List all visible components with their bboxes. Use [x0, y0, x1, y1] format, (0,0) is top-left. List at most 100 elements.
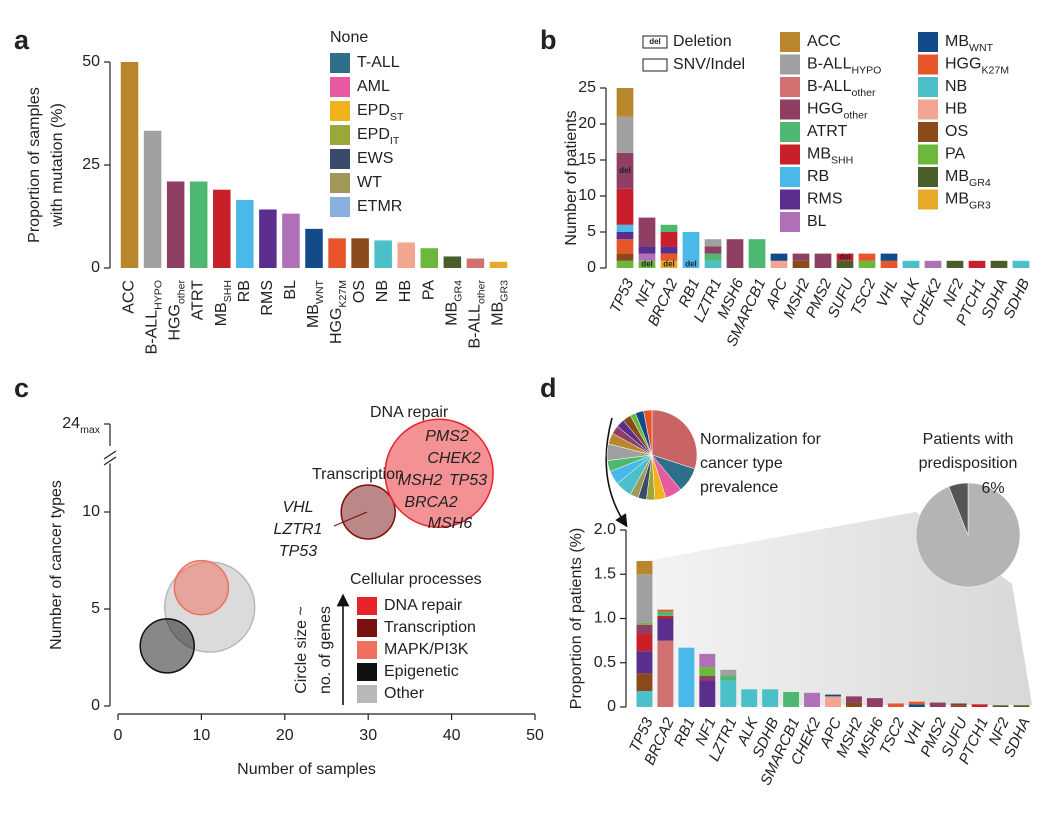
x-tick-label-main: HGG [167, 304, 184, 340]
x-tick-label: OS [351, 280, 368, 303]
legend-label-sub: K27M [981, 64, 1009, 76]
x-tick-label: 10 [193, 727, 211, 744]
bar-segment [950, 705, 967, 707]
legend-swatch [330, 125, 350, 145]
bar [189, 181, 208, 268]
pie-title: cancer type [700, 455, 783, 472]
legend-label-main: NB [945, 78, 967, 95]
bar-segment [660, 224, 678, 232]
bar-segment [699, 653, 716, 668]
y-tick-label: 25 [578, 79, 596, 96]
x-tick-label-sub: other [175, 280, 187, 305]
bar [120, 62, 139, 268]
bar-segment [657, 611, 674, 616]
legend-label-main: EPD [357, 126, 390, 143]
legend-label-main: HB [945, 101, 967, 118]
legend-label: HB [945, 101, 967, 118]
bar-segment [858, 253, 876, 261]
legend-label-main: HGG [807, 101, 843, 118]
x-tick-label: MBSHH [213, 280, 234, 326]
mutation-legend-label: Deletion [673, 33, 732, 50]
bar-segment [887, 703, 904, 707]
x-tick-label-sub: other [475, 280, 487, 305]
x-tick-label: 40 [443, 727, 461, 744]
x-tick-label-main: ACC [121, 280, 138, 314]
y-tick-label: 0.5 [594, 654, 616, 671]
process-label: Transcription [312, 466, 404, 483]
legend-label: NB [945, 78, 967, 95]
legend-swatch [330, 173, 350, 193]
bar-segment [783, 691, 800, 707]
legend-label: OS [945, 123, 968, 140]
bar-segment [770, 260, 788, 268]
x-tick-label-sub: K27M [337, 280, 349, 308]
bar [374, 240, 392, 268]
bar-segment [636, 633, 653, 652]
bar-segment [845, 696, 862, 703]
bar-segment [636, 560, 653, 575]
y-tick-label: 1.0 [594, 610, 616, 627]
gene-label: TP53 [449, 472, 487, 489]
x-tick-label: HGGother [167, 280, 188, 341]
x-tick-label: NB [374, 280, 391, 302]
x-tick-label: HB [397, 280, 414, 302]
bar-segment [704, 246, 722, 254]
bar [397, 242, 415, 268]
legend-label-main: ETMR [357, 198, 402, 215]
legend-swatch [357, 597, 377, 615]
y-tick-label: 2.0 [594, 521, 616, 538]
x-tick-label-main: PA [421, 280, 438, 300]
bar-segment [638, 246, 656, 254]
legend-label: RB [807, 168, 829, 185]
legend-swatch [330, 77, 350, 97]
legend-swatch [357, 619, 377, 637]
bar-segment [638, 217, 656, 247]
bar-segment [1012, 260, 1030, 268]
x-tick-label: B-ALLother [467, 280, 488, 349]
y-tick-label: 20 [578, 115, 596, 132]
bar-segment [720, 676, 737, 681]
y-tick-label: 15 [578, 151, 596, 168]
x-tick-label: BL [282, 280, 299, 300]
bar-segment [845, 702, 862, 707]
x-tick-label-main: MB [213, 302, 230, 326]
y-tick-label: 25 [82, 156, 100, 173]
bar-segment [636, 574, 653, 623]
bar-segment [704, 253, 722, 261]
legend-label-sub: ST [390, 111, 404, 123]
legend-label-main: AML [357, 78, 390, 95]
x-tick-label-sub: WNT [314, 279, 326, 304]
bubble [139, 618, 195, 674]
x-tick-label-sub: GR4 [452, 280, 464, 302]
bar [489, 261, 508, 268]
bar-segment [638, 260, 656, 268]
legend-label: EPDST [357, 102, 404, 123]
y-axis-label: with mutation (%) [49, 103, 66, 228]
x-tick-label-main: OS [351, 280, 368, 303]
pie-slice [948, 482, 969, 536]
gene-label: TP53 [279, 543, 317, 560]
bar [282, 213, 300, 268]
legend-swatch [918, 122, 938, 142]
legend-label-main: EPD [357, 102, 390, 119]
pie-title: Patients with [923, 431, 1014, 448]
bar-segment [804, 692, 821, 707]
legend-swatch [780, 77, 800, 97]
legend-label-main: B-ALL [807, 78, 852, 95]
bar-segment [726, 239, 744, 268]
x-tick-label-main: BL [282, 280, 299, 300]
x-tick-label: 20 [276, 727, 294, 744]
bar-segment [699, 680, 716, 707]
x-axis-label: Number of samples [237, 761, 376, 778]
x-tick-label: MBWNT [305, 279, 326, 328]
bar [166, 181, 185, 268]
y-axis-label: Number of patients [563, 110, 580, 245]
legend-label: DNA repair [384, 597, 463, 614]
panel-letter: d [540, 373, 557, 403]
bar-segment [908, 704, 925, 707]
legend-label-main: BL [807, 213, 827, 230]
legend-label-main: B-ALL [807, 56, 852, 73]
bar-segment [616, 152, 634, 189]
pie-title: predisposition [919, 455, 1018, 472]
